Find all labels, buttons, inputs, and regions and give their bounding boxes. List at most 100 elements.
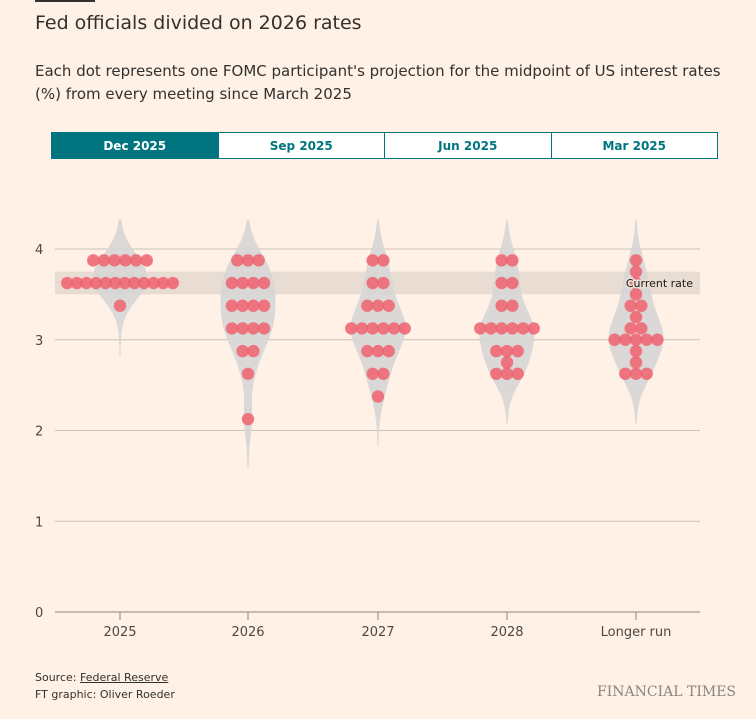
projection-dot	[490, 367, 503, 380]
projection-dot	[371, 344, 385, 358]
projection-dot	[624, 322, 637, 335]
projection-dot	[236, 299, 249, 312]
projection-dot	[608, 333, 621, 346]
top-rule	[35, 0, 95, 2]
tab-jun-2025[interactable]: Jun 2025	[384, 133, 551, 158]
projection-dot	[257, 299, 271, 312]
projection-dot	[629, 344, 643, 358]
projection-dot	[490, 344, 503, 358]
projection-dot	[108, 254, 121, 267]
y-tick-label: 3	[35, 334, 43, 349]
projection-dot	[247, 344, 260, 358]
projection-dot	[506, 322, 519, 335]
projection-dot	[619, 333, 632, 346]
source-link[interactable]: Federal Reserve	[79, 671, 169, 684]
projection-dot	[387, 322, 401, 335]
projection-dot	[377, 276, 390, 290]
projection-dot	[140, 254, 153, 267]
projection-dot	[109, 276, 122, 290]
violin-2027	[350, 219, 406, 447]
projection-dot	[377, 254, 390, 267]
projection-dot	[398, 322, 411, 335]
projection-dot	[629, 367, 643, 380]
projection-dot	[247, 276, 260, 290]
projection-dot	[474, 322, 487, 335]
projection-dot	[506, 276, 519, 290]
x-tick-label: 2028	[490, 625, 523, 640]
source-label: Source:	[35, 671, 80, 684]
chart-subtitle: Each dot represents one FOMC participant…	[35, 62, 721, 103]
tab-sep-2025[interactable]: Sep 2025	[217, 133, 385, 158]
projection-dot	[629, 276, 643, 290]
projection-dot	[624, 299, 637, 312]
projection-dot	[506, 254, 519, 267]
projection-dot	[527, 322, 540, 335]
projection-dot	[119, 254, 132, 267]
projection-dot	[366, 367, 379, 380]
projection-dot	[231, 254, 244, 267]
projection-dot	[241, 367, 255, 380]
tab-dec-2025[interactable]: Dec 2025	[52, 133, 218, 158]
projection-dot	[252, 254, 265, 267]
projection-dot	[635, 299, 648, 312]
projection-dot	[137, 276, 151, 290]
projection-dot	[128, 276, 141, 290]
projection-dot	[236, 276, 249, 290]
ft-logo: FINANCIAL TIMES	[597, 684, 736, 700]
tab-mar-2025[interactable]: Mar 2025	[550, 133, 718, 158]
projection-dot	[147, 276, 160, 290]
projection-dot	[257, 322, 271, 335]
projection-dot	[511, 344, 524, 358]
projection-dot	[241, 254, 255, 267]
projection-dot	[629, 254, 643, 267]
projection-dot	[257, 276, 271, 290]
projection-dot	[629, 310, 643, 324]
projection-dot	[345, 322, 358, 335]
projection-dot	[97, 254, 111, 267]
projection-dot	[484, 322, 498, 335]
projection-dot	[241, 412, 255, 426]
y-tick-label: 2	[35, 425, 43, 440]
credit: FT graphic: Oliver Roeder	[35, 688, 175, 701]
x-tick-label: Longer run	[601, 625, 672, 640]
source-line: Source: Federal Reserve	[35, 671, 168, 684]
projection-dot	[129, 254, 143, 267]
projection-dot	[377, 322, 390, 335]
projection-dot	[629, 333, 643, 346]
projection-dot	[619, 367, 632, 380]
projection-dot	[500, 356, 514, 369]
projection-dot	[371, 299, 385, 312]
x-tick-label: 2027	[361, 625, 394, 640]
projection-dot	[382, 344, 395, 358]
projection-dot	[629, 265, 643, 278]
projection-dot	[355, 322, 369, 335]
projection-dot	[87, 254, 100, 267]
projection-dot	[166, 276, 179, 290]
projection-dot	[500, 344, 514, 358]
projection-dot	[361, 344, 374, 358]
projection-dot	[225, 322, 239, 335]
projection-dot	[500, 367, 514, 380]
projection-dot	[629, 288, 643, 301]
projection-dot	[635, 322, 648, 335]
projection-dot	[516, 322, 530, 335]
projection-dot	[247, 299, 260, 312]
projection-dot	[511, 367, 524, 380]
projection-dot	[236, 322, 249, 335]
projection-dot	[113, 299, 127, 312]
y-tick-label: 0	[35, 606, 43, 621]
y-tick-label: 4	[35, 243, 43, 258]
projection-dot	[506, 299, 519, 312]
projection-dot	[247, 322, 260, 335]
projection-dot	[495, 322, 508, 335]
projection-dot	[651, 333, 664, 346]
violin-2028	[479, 220, 535, 424]
current-rate-label: Current rate	[626, 277, 693, 290]
projection-dot	[371, 390, 385, 403]
projection-dot	[60, 276, 74, 290]
projection-dot	[157, 276, 170, 290]
chart-title: Fed officials divided on 2026 rates	[35, 12, 362, 34]
projection-dot	[640, 367, 653, 380]
